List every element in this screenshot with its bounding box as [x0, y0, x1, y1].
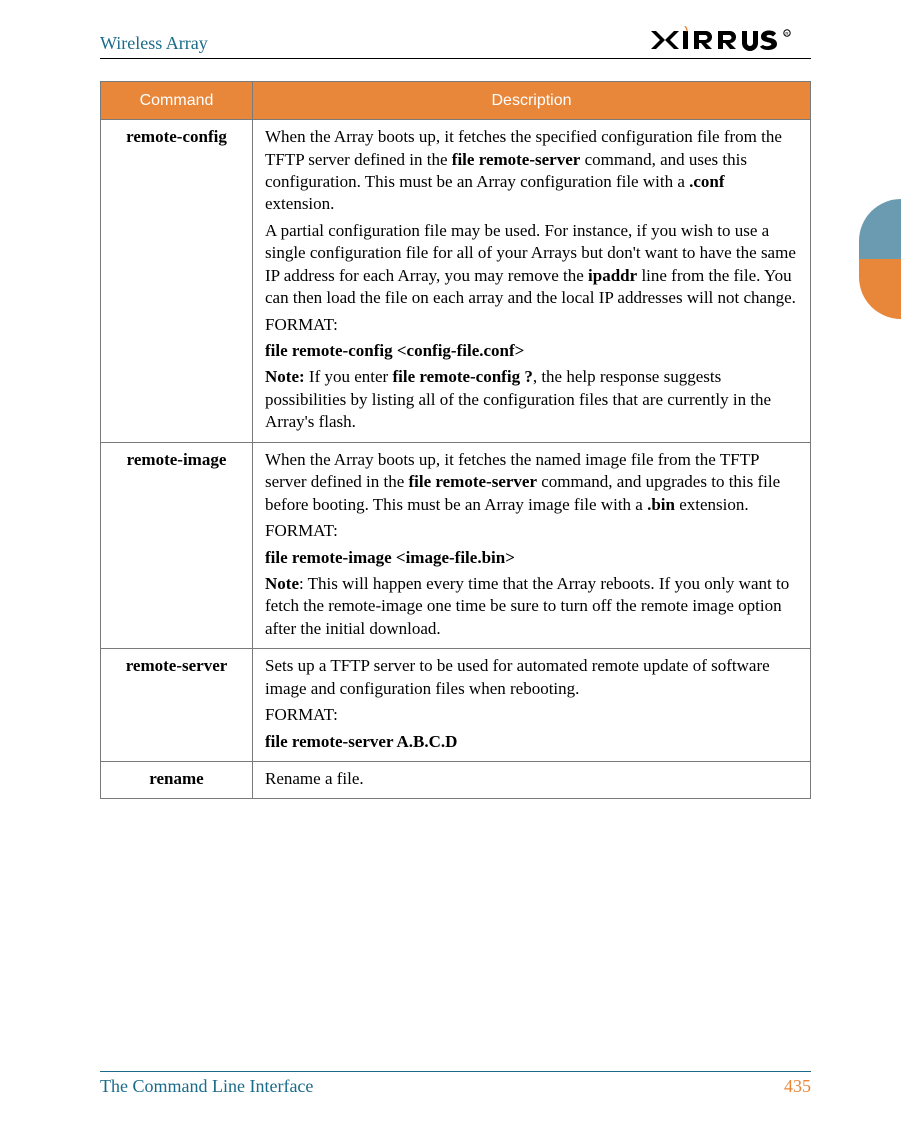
col-header-description: Description: [253, 82, 811, 120]
footer-page-number: 435: [784, 1076, 811, 1097]
command-table: Command Description remote-config When t…: [100, 81, 811, 799]
table-header-row: Command Description: [101, 82, 811, 120]
description-cell: Sets up a TFTP server to be used for aut…: [253, 649, 811, 762]
side-tab-top: [859, 199, 901, 259]
logo: R: [651, 26, 811, 54]
footer-section-title: The Command Line Interface: [100, 1076, 313, 1097]
table-row: remote-server Sets up a TFTP server to b…: [101, 649, 811, 762]
table-row: remote-image When the Array boots up, it…: [101, 442, 811, 649]
command-cell: remote-server: [101, 649, 253, 762]
command-cell: remote-image: [101, 442, 253, 649]
page-footer: The Command Line Interface 435: [100, 1071, 811, 1097]
header-title: Wireless Array: [100, 33, 208, 54]
xirrus-logo-icon: R: [651, 26, 811, 54]
content-frame: Command Description remote-config When t…: [100, 81, 811, 799]
command-cell: remote-config: [101, 120, 253, 443]
description-cell: When the Array boots up, it fetches the …: [253, 120, 811, 443]
table-row: remote-config When the Array boots up, i…: [101, 120, 811, 443]
command-cell: rename: [101, 762, 253, 799]
description-cell: Rename a file.: [253, 762, 811, 799]
side-tab-bottom: [859, 259, 901, 319]
page-header: Wireless Array R: [100, 26, 811, 59]
col-header-command: Command: [101, 82, 253, 120]
logo-waves-icon: [685, 26, 688, 31]
table-row: rename Rename a file.: [101, 762, 811, 799]
side-thumb-tab: [859, 199, 901, 319]
description-cell: When the Array boots up, it fetches the …: [253, 442, 811, 649]
